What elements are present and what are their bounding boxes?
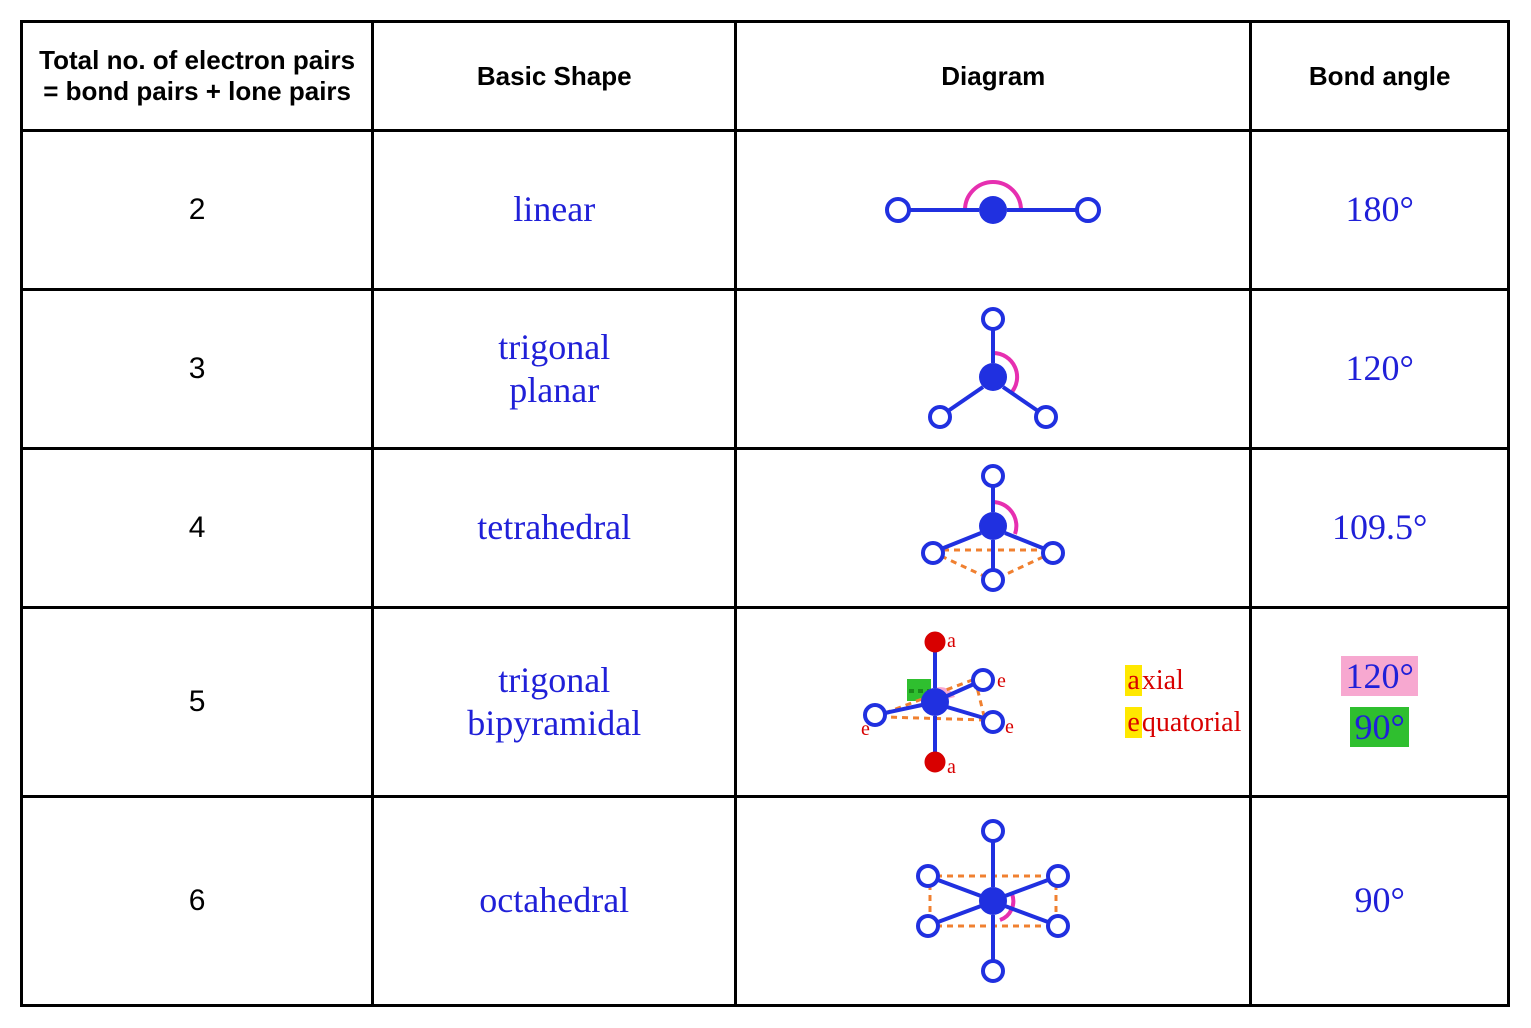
diagram-cell: [736, 797, 1251, 1006]
diagram-cell: a a e e e axial equatorial: [736, 608, 1251, 797]
table-row: 4 tetrahedral: [22, 449, 1509, 608]
bond-angle: 180°: [1345, 189, 1413, 229]
equatorial-label: equatorial: [1125, 707, 1241, 739]
eq-tag: e: [997, 670, 1006, 692]
pairs-value: 6: [189, 884, 206, 917]
col-header-diagram: Diagram: [736, 22, 1251, 131]
diagram-cell: [736, 131, 1251, 290]
vsepr-table: Total no. of electron pairs = bond pairs…: [20, 20, 1510, 1007]
shape-name: trigonal planar: [498, 327, 610, 410]
tetrahedral-diagram: [828, 458, 1158, 598]
header-row: Total no. of electron pairs = bond pairs…: [22, 22, 1509, 131]
bond-angle: 109.5°: [1332, 507, 1427, 547]
diagram-cell: [736, 290, 1251, 449]
pairs-value: 3: [189, 352, 206, 385]
axial-tag: a: [947, 630, 956, 652]
pairs-value: 5: [189, 685, 206, 718]
trigonal-planar-diagram: [828, 299, 1158, 439]
shape-name: octahedral: [479, 880, 629, 920]
axial-label: axial: [1125, 665, 1241, 697]
bond-angle-90: 90°: [1260, 706, 1499, 749]
table-row: 3 trigonal planar 120°: [22, 290, 1509, 449]
col-header-pairs: Total no. of electron pairs = bond pairs…: [22, 22, 373, 131]
table-row: 2 linear 180°: [22, 131, 1509, 290]
col-header-angle: Bond angle: [1251, 22, 1509, 131]
eq-tag: e: [861, 718, 870, 740]
pairs-value: 2: [189, 193, 206, 226]
table-row: 5 trigonal bipyramidal: [22, 608, 1509, 797]
bond-angle: 120°: [1345, 348, 1413, 388]
axial-text: xial: [1142, 665, 1184, 696]
octahedral-diagram: [828, 806, 1158, 996]
shape-name: tetrahedral: [477, 507, 631, 547]
pairs-value: 4: [189, 511, 206, 544]
eq-tag: e: [1005, 716, 1014, 738]
col-header-shape: Basic Shape: [373, 22, 736, 131]
shape-name: trigonal bipyramidal: [467, 660, 641, 743]
diagram-cell: [736, 449, 1251, 608]
trigonal-bipyramidal-diagram: a a e e e: [815, 617, 1045, 787]
axial-tag: a: [947, 756, 956, 778]
shape-name: linear: [513, 189, 595, 229]
linear-diagram: [828, 160, 1158, 260]
bond-angle-120: 120°: [1260, 655, 1499, 698]
table-row: 6 octahedral: [22, 797, 1509, 1006]
equatorial-text: quatorial: [1142, 707, 1242, 738]
bond-angle: 90°: [1354, 880, 1404, 920]
